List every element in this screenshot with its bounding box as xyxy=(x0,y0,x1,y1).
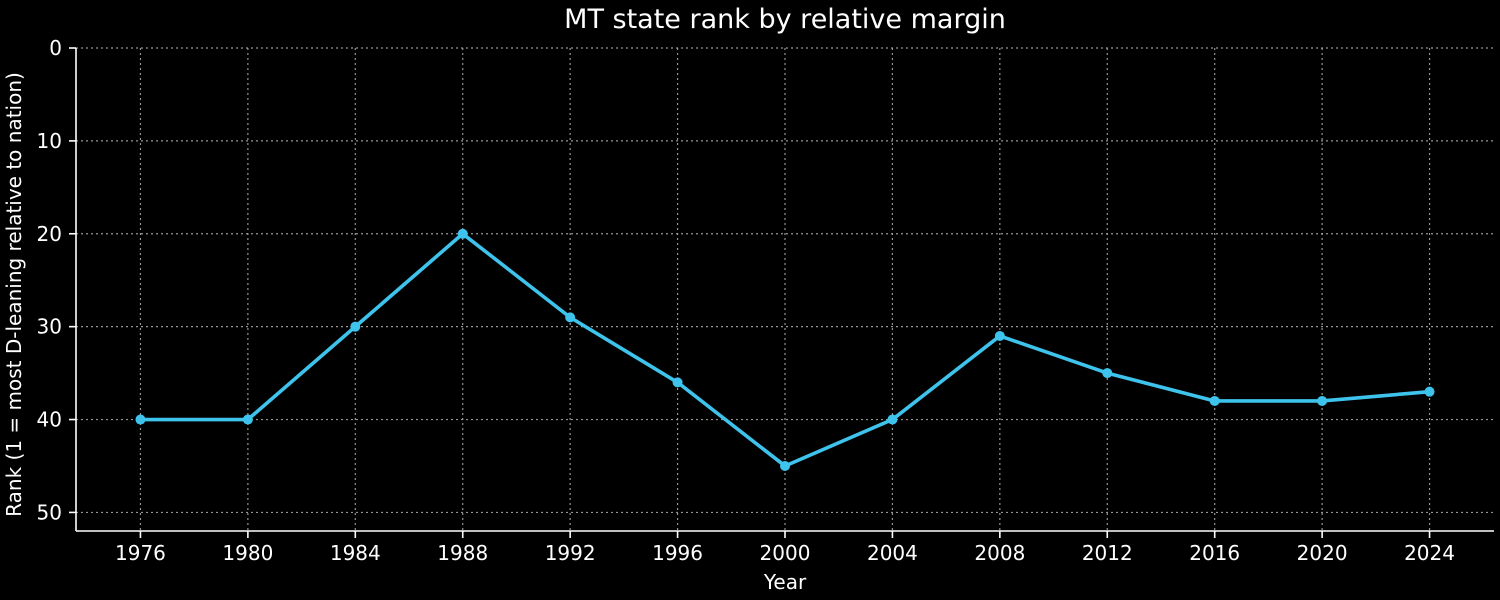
x-tick-label: 2024 xyxy=(1404,541,1455,565)
data-point xyxy=(887,414,898,425)
y-tick-label: 20 xyxy=(37,222,62,246)
x-tick-label: 2008 xyxy=(974,541,1025,565)
data-point xyxy=(135,414,146,425)
x-tick-label: 2004 xyxy=(867,541,918,565)
y-axis-label: Rank (1 = most D-leaning relative to nat… xyxy=(2,72,26,517)
chart-title: MT state rank by relative margin xyxy=(564,4,1006,35)
data-point xyxy=(1317,395,1328,406)
x-axis-ticks: 1976 1980 1984 1988 1992 1996 2000 2004 2008 2012… xyxy=(115,531,1455,565)
x-tick-label: 1996 xyxy=(652,541,703,565)
x-tick-label: 2016 xyxy=(1189,541,1240,565)
series xyxy=(135,228,1435,471)
data-point xyxy=(242,414,253,425)
x-tick-label: 1976 xyxy=(115,541,166,565)
y-tick-label: 30 xyxy=(37,315,62,339)
data-point xyxy=(565,312,576,323)
x-tick-label: 1988 xyxy=(437,541,488,565)
y-tick-label: 50 xyxy=(37,500,62,524)
y-tick-label: 10 xyxy=(37,129,62,153)
data-point xyxy=(1102,368,1113,379)
data-point xyxy=(672,377,683,388)
data-point xyxy=(350,321,361,332)
data-point xyxy=(1209,395,1220,406)
grid xyxy=(76,47,1494,531)
data-point xyxy=(994,330,1005,341)
y-tick-label: 0 xyxy=(49,36,62,60)
x-tick-label: 1980 xyxy=(222,541,273,565)
x-tick-label: 2000 xyxy=(760,541,811,565)
data-point xyxy=(780,460,790,471)
x-tick-label: 2012 xyxy=(1082,541,1133,565)
data-point xyxy=(1424,386,1435,397)
x-tick-label: 2020 xyxy=(1297,541,1348,565)
y-tick-label: 40 xyxy=(37,408,62,432)
x-tick-label: 1984 xyxy=(330,541,381,565)
x-tick-label: 1992 xyxy=(545,541,596,565)
x-axis-label: Year xyxy=(763,570,807,594)
data-point xyxy=(457,228,468,239)
y-axis-ticks: 0 10 20 30 40 50 xyxy=(37,36,76,524)
